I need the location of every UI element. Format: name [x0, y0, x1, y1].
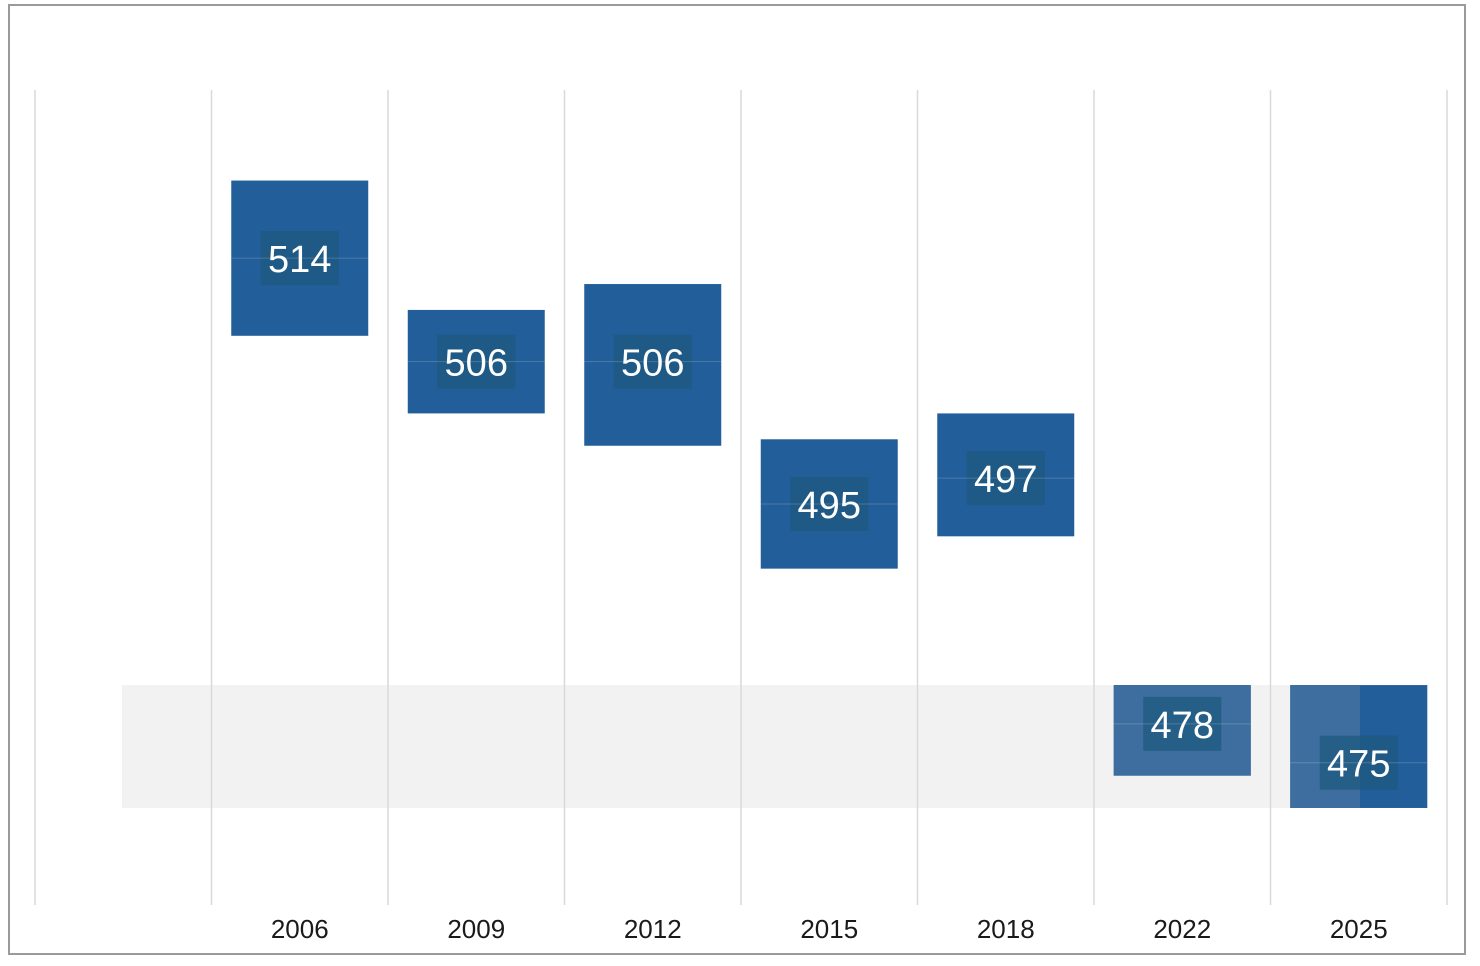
value-label: 514: [231, 231, 369, 286]
x-tick-label: 2015: [800, 914, 858, 944]
x-tick-label: 2012: [624, 914, 682, 944]
value-label-box: [1143, 696, 1222, 751]
value-label: 497: [937, 451, 1075, 506]
value-label: 478: [1113, 696, 1251, 751]
value-label-text: 514: [268, 239, 331, 281]
value-label-text: 478: [1151, 705, 1214, 747]
value-label-text: 495: [798, 485, 861, 527]
value-label: 506: [584, 334, 722, 389]
value-label-box: [613, 334, 692, 389]
value-label-text: 475: [1327, 744, 1390, 786]
value-label-text: 506: [621, 343, 684, 385]
value-label: 495: [760, 476, 898, 531]
x-tick-label: 2018: [977, 914, 1035, 944]
x-axis-tick-labels: 2006 2009 2012 2015 2018 2022 2025: [271, 914, 1388, 944]
value-labels: 514 506 506 495 497 478 475: [231, 231, 1428, 790]
value-label-text: 497: [974, 459, 1037, 501]
value-label-box: [966, 451, 1045, 506]
x-tick-label: 2022: [1153, 914, 1211, 944]
value-label-box: [790, 476, 869, 531]
value-label: 475: [1290, 735, 1428, 790]
x-tick-label: 2009: [447, 914, 505, 944]
value-label-box: [1319, 735, 1398, 790]
x-tick-label: 2025: [1330, 914, 1388, 944]
value-label-text: 506: [445, 343, 508, 385]
value-label: 506: [407, 334, 545, 389]
value-label-box: [437, 334, 516, 389]
gridlines: [34, 90, 1448, 905]
x-tick-label: 2006: [271, 914, 329, 944]
value-label-box: [260, 231, 339, 286]
